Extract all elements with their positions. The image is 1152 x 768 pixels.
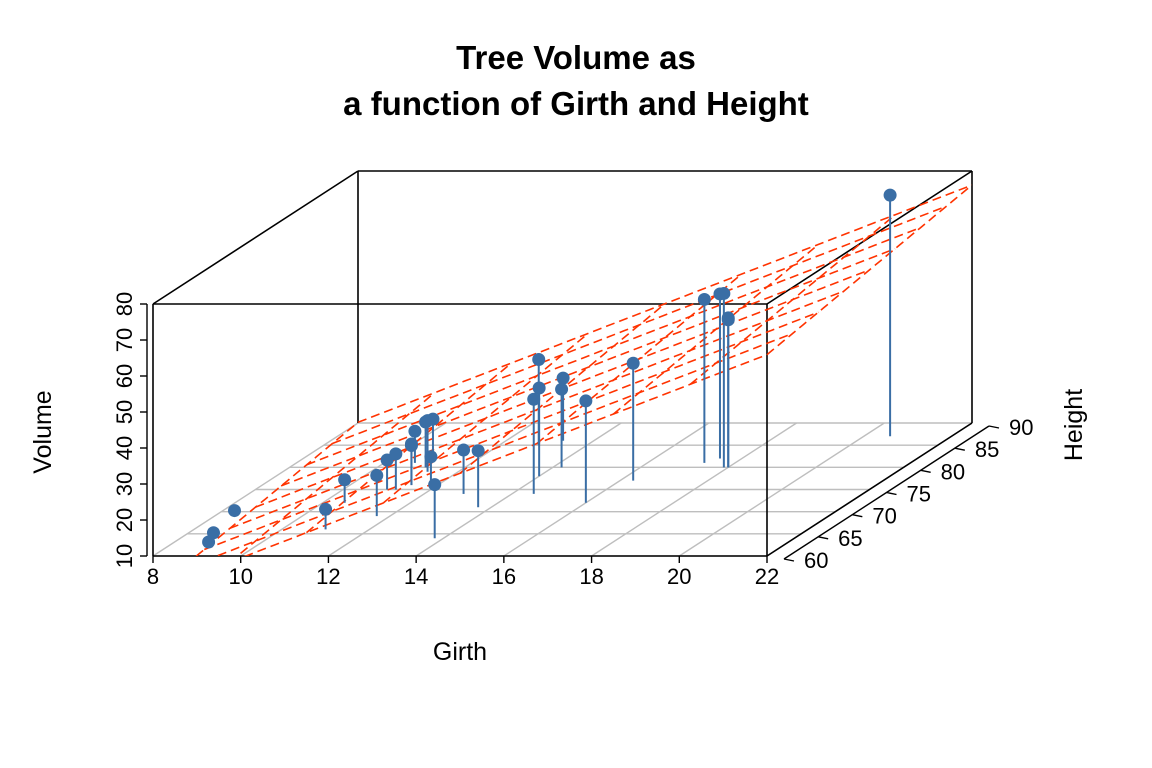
x-axis-label: Girth xyxy=(433,638,487,666)
z-tick-label-2: 30 xyxy=(112,472,137,496)
y-tick-mark-5 xyxy=(954,447,965,451)
z-tick-label-6: 70 xyxy=(112,328,137,352)
plane-line-height-dir-5 xyxy=(536,273,743,445)
data-point-29 xyxy=(721,313,735,327)
plane-line-height-dir-1 xyxy=(229,392,436,556)
plane-line-height-dir-6 xyxy=(612,243,820,415)
x-tick-label-3: 14 xyxy=(404,564,428,589)
data-point-3 xyxy=(338,473,352,487)
y-axis-ticks: 60 65 70 75 80 85 90 xyxy=(783,415,1033,573)
plane-line-girth-dir-7 xyxy=(332,205,947,445)
y-tick-mark-1 xyxy=(818,536,829,540)
box-edge-4 xyxy=(152,170,359,305)
x-tick-label-4: 16 xyxy=(492,564,516,589)
data-point-25 xyxy=(697,292,711,306)
regression-plane xyxy=(153,184,972,556)
y-tick-label-1: 65 xyxy=(838,526,862,551)
data-point-30 xyxy=(883,188,897,202)
x-tick-label-6: 20 xyxy=(667,564,691,589)
y-tick-mark-3 xyxy=(886,491,897,496)
box-edge-8 xyxy=(766,170,973,305)
data-point-17 xyxy=(556,371,570,385)
y-tick-label-4: 80 xyxy=(941,459,965,484)
chart-title-line-1: Tree Volume as xyxy=(456,39,696,76)
z-tick-label-5: 60 xyxy=(112,364,137,388)
chart-title-line-2: a function of Girth and Height xyxy=(343,85,809,122)
plane-line-height-dir-8 xyxy=(766,184,972,356)
y-axis-label: Height xyxy=(1060,389,1088,461)
z-tick-label-1: 20 xyxy=(112,508,137,532)
data-point-23 xyxy=(579,394,593,408)
y-tick-mark-2 xyxy=(852,513,863,518)
data-point-12 xyxy=(404,437,418,451)
data-point-15 xyxy=(457,443,471,457)
z-tick-label-0: 10 xyxy=(112,544,137,568)
plot-box xyxy=(152,170,973,557)
y-tick-label-5: 85 xyxy=(975,437,999,462)
data-point-27 xyxy=(717,286,731,300)
y-tick-label-6: 90 xyxy=(1009,415,1033,440)
x-tick-label-2: 12 xyxy=(316,564,340,589)
plane-line-girth-dir-5 xyxy=(280,247,896,487)
y-tick-mark-6 xyxy=(988,425,1000,429)
z-tick-label-4: 50 xyxy=(112,400,137,424)
data-point-21 xyxy=(555,382,569,396)
data-point-2 xyxy=(202,535,216,549)
z-axis-ticks: 10 20 30 40 50 60 70 80 xyxy=(112,292,148,568)
x-tick-label-0: 8 xyxy=(147,564,159,589)
y-tick-label-3: 75 xyxy=(907,482,931,507)
y-tick-label-0: 60 xyxy=(804,548,828,573)
z-tick-label-3: 40 xyxy=(112,436,137,460)
plane-line-girth-dir-2 xyxy=(204,311,819,551)
x-tick-label-1: 10 xyxy=(228,564,252,589)
y-tick-label-2: 70 xyxy=(872,504,896,529)
drop-lines xyxy=(207,195,892,543)
data-point-0 xyxy=(227,504,241,518)
data-point-18 xyxy=(471,444,485,458)
plane-line-girth-dir-6 xyxy=(306,226,922,466)
data-point-24 xyxy=(626,356,640,370)
x-tick-label-7: 22 xyxy=(755,564,779,589)
y-tick-mark-0 xyxy=(783,558,795,562)
data-point-13 xyxy=(370,468,384,482)
x-tick-label-5: 18 xyxy=(579,564,603,589)
plane-line-girth-dir-8 xyxy=(357,184,972,424)
data-point-4 xyxy=(408,424,422,438)
data-point-16 xyxy=(532,352,546,366)
z-axis-label: Volume xyxy=(29,390,57,473)
data-point-9 xyxy=(389,447,403,461)
data-points xyxy=(202,188,897,549)
y-tick-mark-4 xyxy=(920,469,931,474)
data-point-10 xyxy=(421,414,435,428)
z-tick-label-7: 80 xyxy=(112,292,137,316)
data-point-14 xyxy=(424,450,438,464)
data-point-19 xyxy=(428,478,442,492)
data-point-20 xyxy=(532,381,546,395)
data-point-22 xyxy=(527,392,541,406)
x-axis-ticks: 8 10 12 14 16 18 20 22 xyxy=(147,556,779,589)
box-edge-9 xyxy=(766,422,973,557)
data-point-6 xyxy=(319,502,333,516)
